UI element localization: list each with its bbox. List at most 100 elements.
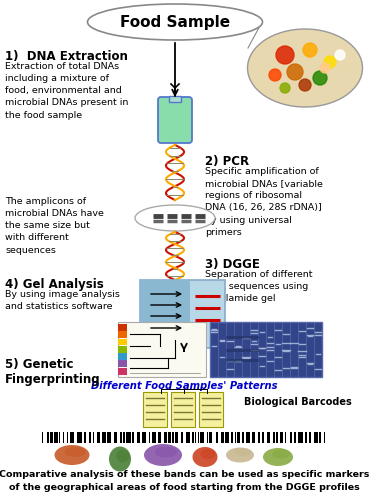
Bar: [59, 432, 60, 443]
Ellipse shape: [155, 446, 177, 458]
Bar: [258, 432, 260, 443]
Bar: [143, 392, 167, 427]
Bar: [126, 432, 131, 443]
Text: Comparative analysis of these bands can be used as specific markers
of the geogr: Comparative analysis of these bands can …: [0, 470, 369, 492]
Bar: [51, 432, 53, 443]
Bar: [70, 432, 74, 443]
Ellipse shape: [135, 205, 215, 231]
Text: 3) DGGE: 3) DGGE: [205, 258, 260, 271]
Bar: [294, 432, 296, 443]
Circle shape: [280, 83, 290, 93]
Bar: [118, 346, 127, 352]
Bar: [175, 432, 178, 443]
Bar: [149, 432, 150, 443]
Bar: [118, 332, 127, 338]
Bar: [118, 360, 127, 367]
Bar: [235, 432, 236, 443]
Ellipse shape: [193, 447, 217, 467]
Ellipse shape: [272, 450, 290, 458]
Circle shape: [320, 63, 330, 73]
Text: Biological Barcodes: Biological Barcodes: [244, 397, 352, 407]
Bar: [192, 432, 194, 443]
Circle shape: [303, 43, 317, 57]
Bar: [225, 432, 229, 443]
Text: Extraction of total DNAs
including a mixture of
food, environmental and
microbia: Extraction of total DNAs including a mix…: [5, 62, 128, 120]
Bar: [123, 432, 125, 443]
Circle shape: [276, 46, 294, 64]
Bar: [46, 432, 49, 443]
Bar: [171, 392, 195, 427]
Bar: [314, 432, 318, 443]
Ellipse shape: [255, 68, 359, 84]
Bar: [67, 432, 68, 443]
Bar: [169, 96, 181, 102]
Bar: [252, 432, 255, 443]
Bar: [140, 280, 225, 348]
Bar: [118, 324, 127, 331]
Bar: [181, 432, 183, 443]
Bar: [285, 432, 286, 443]
Circle shape: [324, 56, 336, 68]
Bar: [114, 432, 117, 443]
Bar: [158, 432, 161, 443]
Bar: [195, 432, 196, 443]
Bar: [140, 280, 190, 348]
Bar: [118, 338, 127, 345]
Bar: [280, 432, 283, 443]
Circle shape: [269, 69, 281, 81]
Bar: [200, 432, 204, 443]
Bar: [309, 432, 311, 443]
Bar: [42, 432, 43, 443]
Bar: [231, 432, 232, 443]
Ellipse shape: [116, 450, 130, 462]
Ellipse shape: [65, 447, 86, 457]
Bar: [262, 432, 264, 443]
Circle shape: [335, 50, 345, 60]
Ellipse shape: [109, 446, 131, 471]
Bar: [299, 432, 303, 443]
Bar: [324, 432, 325, 443]
Bar: [242, 432, 244, 443]
Bar: [246, 432, 250, 443]
Text: Food Sample: Food Sample: [120, 14, 230, 30]
Bar: [305, 432, 307, 443]
Bar: [137, 432, 141, 443]
Text: 4) Gel Analysis: 4) Gel Analysis: [5, 278, 104, 291]
Bar: [268, 432, 270, 443]
Bar: [118, 368, 127, 374]
Bar: [84, 432, 86, 443]
Text: The amplicons of
microbial DNAs have
the same size but
with different
sequences: The amplicons of microbial DNAs have the…: [5, 197, 104, 254]
Ellipse shape: [263, 448, 293, 466]
Bar: [290, 432, 292, 443]
Ellipse shape: [235, 448, 251, 456]
Bar: [210, 322, 322, 377]
Bar: [168, 432, 170, 443]
Circle shape: [287, 64, 303, 80]
Bar: [215, 432, 218, 443]
Circle shape: [299, 79, 311, 91]
Bar: [120, 432, 122, 443]
Bar: [273, 432, 275, 443]
Bar: [107, 432, 111, 443]
Text: 1)  DNA Extraction: 1) DNA Extraction: [5, 50, 128, 63]
Bar: [77, 432, 82, 443]
FancyBboxPatch shape: [158, 97, 192, 143]
Ellipse shape: [226, 448, 254, 462]
Ellipse shape: [55, 445, 90, 465]
Bar: [102, 432, 106, 443]
Text: Different Food Samples' Patterns: Different Food Samples' Patterns: [91, 381, 277, 391]
Bar: [172, 432, 174, 443]
Text: By using image analysis
and statistics software: By using image analysis and statistics s…: [5, 290, 120, 311]
Bar: [152, 432, 155, 443]
Ellipse shape: [248, 29, 362, 107]
Bar: [118, 322, 206, 377]
Bar: [55, 432, 59, 443]
Bar: [186, 432, 190, 443]
Ellipse shape: [200, 449, 215, 459]
Bar: [93, 432, 94, 443]
Bar: [118, 353, 127, 360]
Bar: [209, 432, 212, 443]
Bar: [97, 432, 100, 443]
Ellipse shape: [144, 444, 182, 466]
Ellipse shape: [87, 4, 262, 40]
